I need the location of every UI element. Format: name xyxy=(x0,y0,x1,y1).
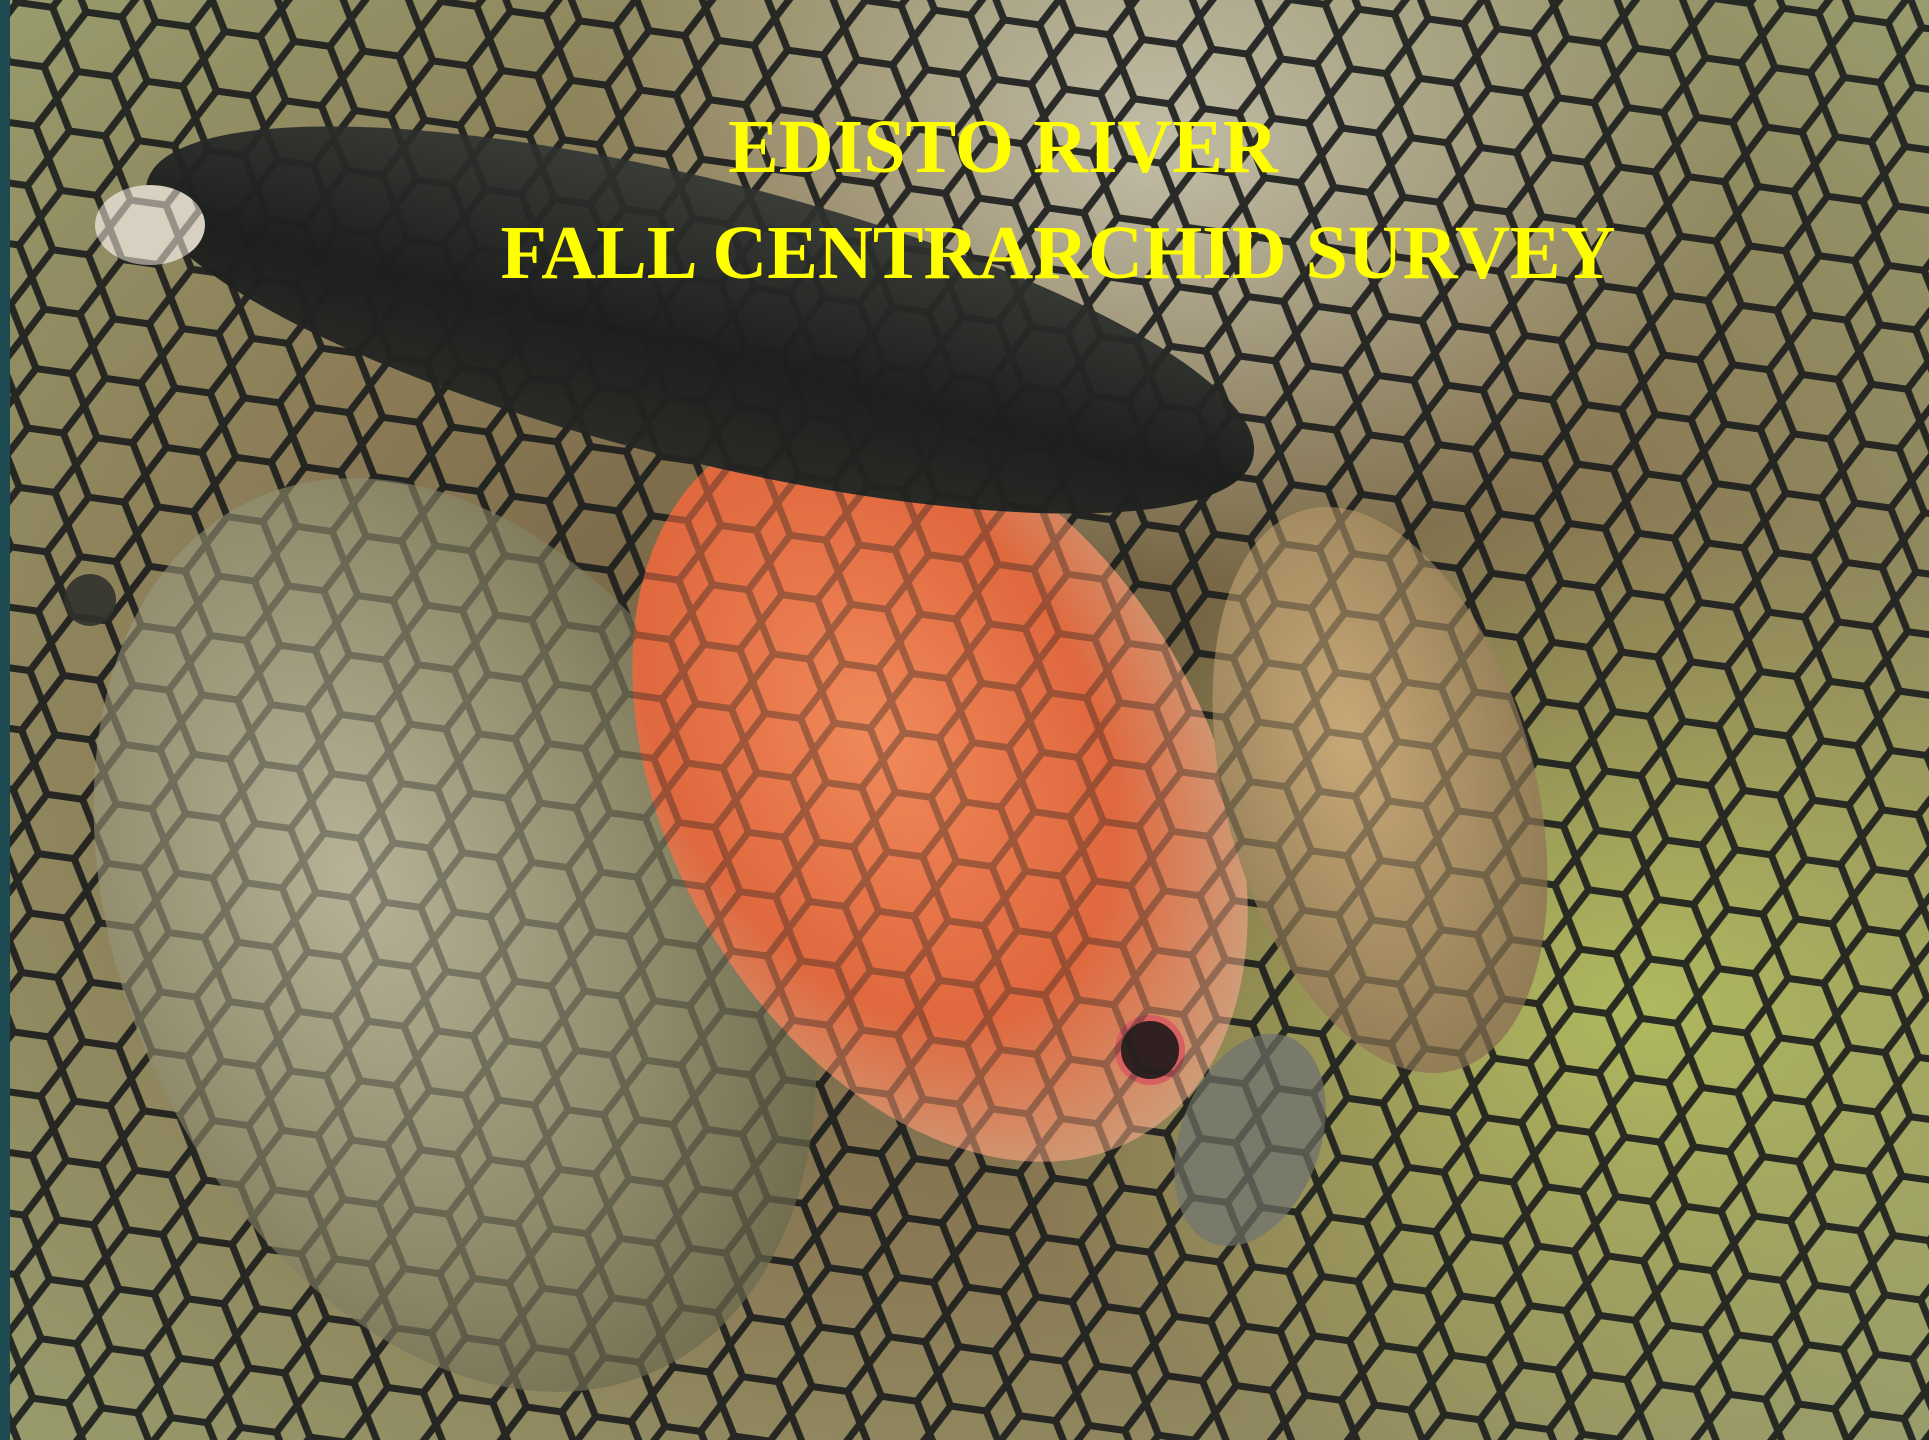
slide-edge xyxy=(0,0,10,1440)
slide-title: FALL CENTRARCHID SURVEY xyxy=(501,211,1616,295)
net-mesh xyxy=(10,0,1929,1440)
slide-title: EDISTO RIVER xyxy=(728,105,1279,189)
